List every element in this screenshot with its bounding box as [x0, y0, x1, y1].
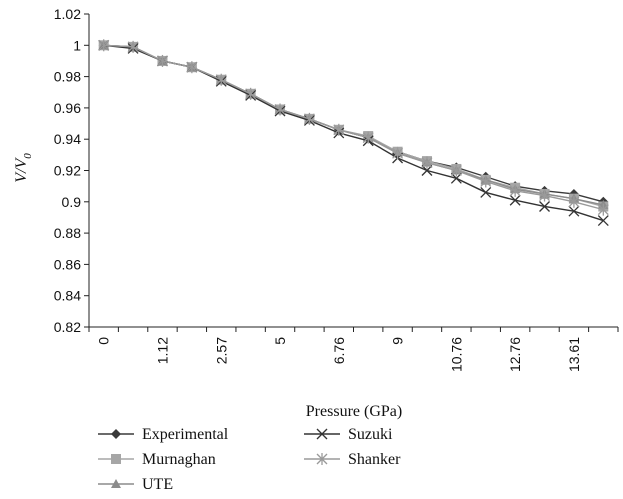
legend-item-shanker: Shanker — [304, 451, 401, 468]
y-tick-label: 0.82 — [54, 319, 81, 335]
x-tick-label: 2.57 — [213, 337, 229, 364]
marker-star — [303, 112, 315, 125]
marker-star — [392, 147, 404, 160]
series-line — [103, 44, 604, 203]
y-axis-ticks: 1.02 1 0.98 0.96 0.94 0.92 0.9 0.88 0.86 0.84 0.82 — [54, 6, 89, 335]
series-line — [103, 44, 604, 208]
y-axis-label: V/V0 — [13, 153, 34, 183]
x-axis-ticks: 0 1.12 2.57 5 6.76 9 10.76 12.76 13.61 — [88, 327, 619, 372]
series-line — [103, 44, 604, 211]
series-shanker — [98, 39, 609, 216]
legend-item-experimental: Experimental — [98, 426, 229, 443]
x-tick-label: 13.61 — [566, 337, 582, 372]
marker-x — [597, 215, 609, 227]
marker-x — [539, 201, 550, 212]
marker-star — [509, 184, 521, 197]
y-tick-label: 0.88 — [54, 225, 81, 241]
marker-x — [509, 194, 521, 206]
x-tick-label: 6.76 — [331, 337, 347, 364]
y-tick-label: 0.86 — [54, 256, 81, 272]
series-murnaghan — [98, 40, 609, 212]
marker-x — [450, 172, 462, 184]
legend-label: Murnaghan — [142, 451, 216, 468]
y-tick-label: 0.96 — [54, 100, 81, 116]
series-group — [98, 39, 609, 227]
y-tick-label: 0.92 — [54, 163, 81, 179]
legend-item-murnaghan: Murnaghan — [98, 451, 216, 468]
legend-item-suzuki: Suzuki — [304, 426, 393, 443]
marker-x — [480, 186, 492, 198]
legend: Experimental Murnaghan UTE Suzuki Shanker — [98, 426, 401, 493]
marker-x — [316, 428, 328, 440]
legend-label: UTE — [142, 476, 173, 493]
x-tick-label: 9 — [390, 337, 406, 345]
y-tick-label: 0.84 — [54, 288, 81, 304]
y-tick-label: 0.98 — [54, 69, 81, 85]
x-tick-label: 12.76 — [507, 337, 523, 372]
legend-label: Shanker — [348, 451, 401, 468]
marker-star — [127, 40, 139, 53]
legend-label: Suzuki — [348, 426, 393, 443]
y-tick-label: 1 — [73, 37, 81, 53]
marker-star — [568, 195, 580, 208]
marker-star — [316, 453, 328, 465]
marker-star — [274, 103, 286, 116]
marker-star — [186, 61, 198, 74]
marker-star — [597, 203, 609, 216]
marker-star — [215, 73, 227, 86]
marker-triangle — [111, 479, 121, 488]
x-tick-label: 10.76 — [448, 337, 464, 372]
marker-x — [568, 205, 580, 217]
x-tick-label: 0 — [96, 337, 112, 345]
marker-star — [333, 123, 345, 136]
marker-star — [245, 87, 257, 100]
marker-star — [157, 54, 168, 67]
series-line — [103, 44, 604, 206]
y-tick-label: 0.9 — [62, 194, 82, 210]
marker-star — [480, 175, 492, 188]
marker-diamond — [111, 429, 121, 439]
y-tick-label: 0.94 — [54, 131, 81, 147]
axes — [88, 14, 618, 328]
marker-star — [362, 131, 374, 144]
series-experimental — [98, 40, 609, 207]
marker-star — [450, 164, 462, 177]
marker-x — [421, 165, 433, 176]
legend-item-ute: UTE — [98, 476, 173, 493]
marker-square — [111, 454, 121, 464]
x-tick-label: 5 — [272, 337, 288, 345]
marker-star — [539, 189, 550, 202]
y-tick-label: 1.02 — [54, 6, 81, 22]
marker-star — [98, 39, 110, 52]
x-axis-label: Pressure (GPa) — [306, 403, 402, 420]
y-axis-label-subscript: 0 — [22, 153, 34, 159]
legend-label: Experimental — [142, 426, 229, 443]
marker-star — [421, 156, 433, 169]
x-tick-label: 1.12 — [154, 337, 170, 364]
series-ute — [98, 40, 609, 209]
